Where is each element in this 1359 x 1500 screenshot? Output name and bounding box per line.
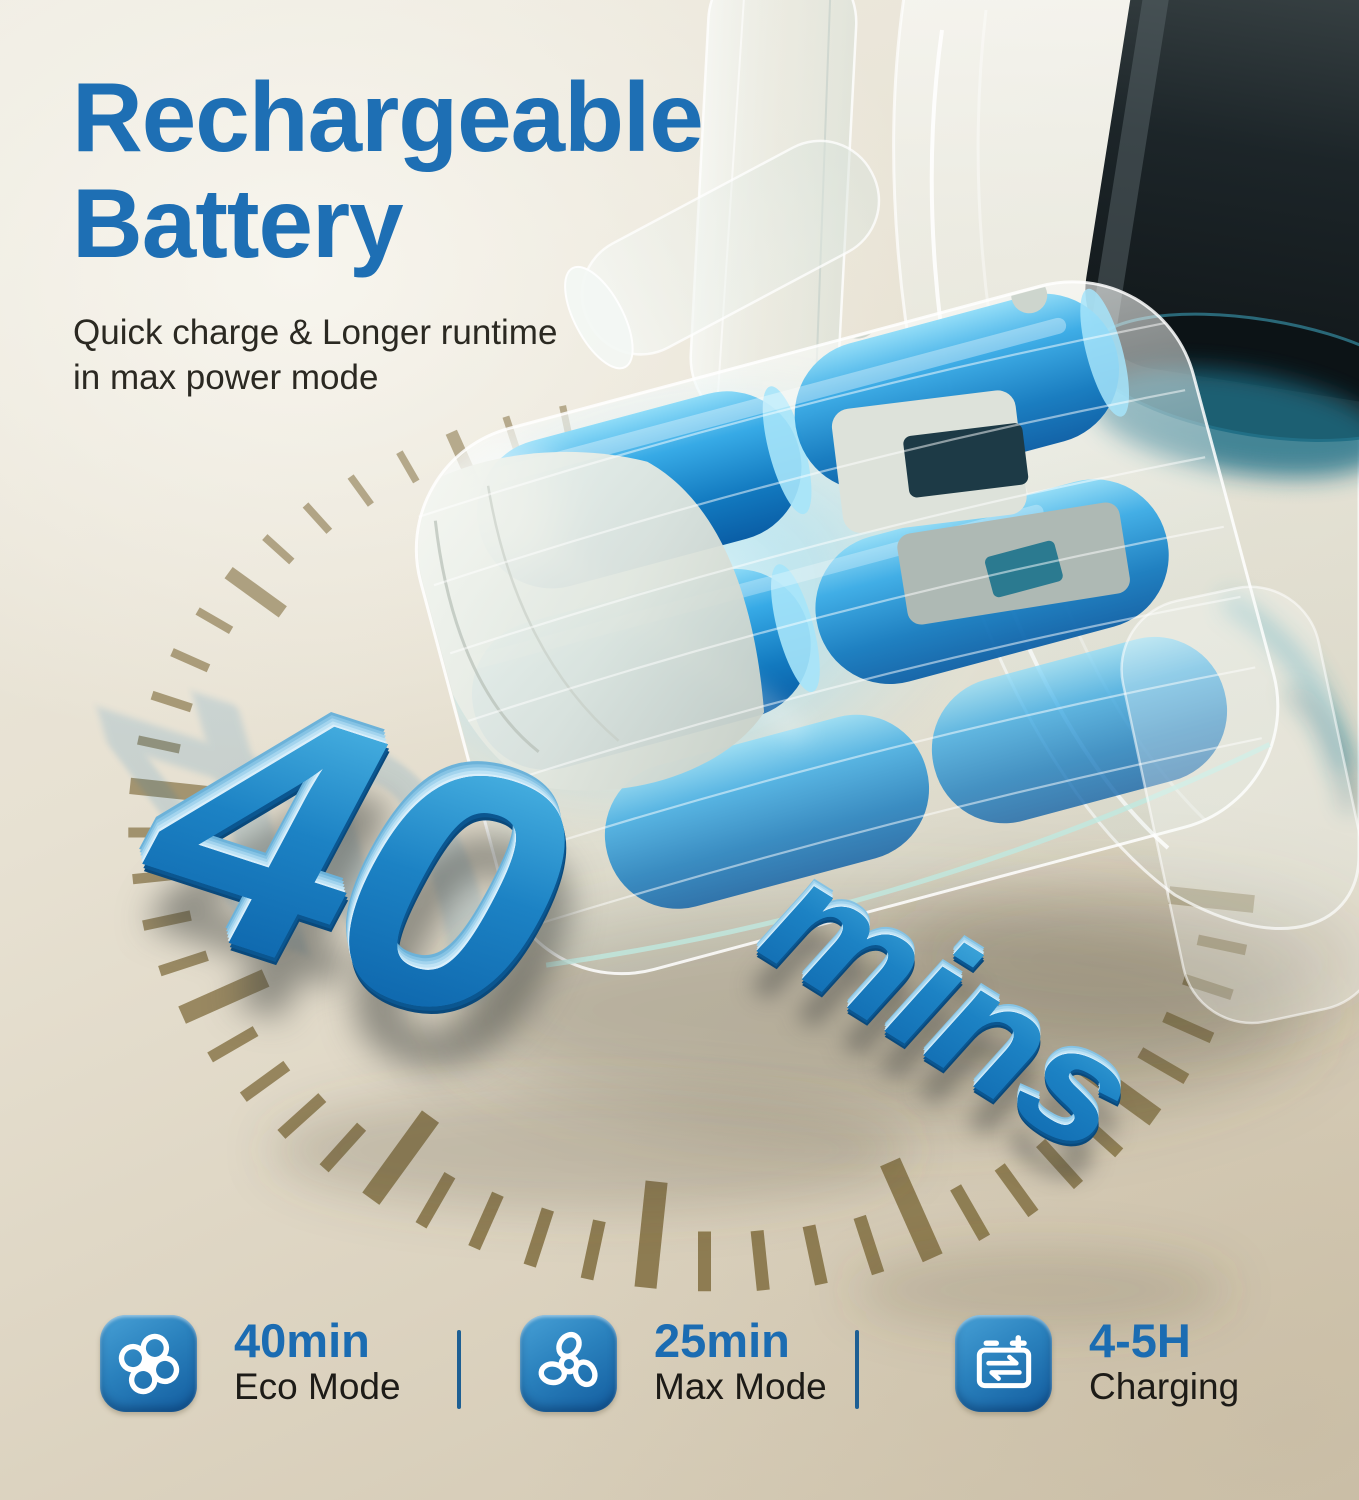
handle-tube: [689, 0, 858, 432]
clock-tick-minor: [502, 415, 520, 449]
page-title: Rechargeable Battery: [72, 62, 704, 278]
clock-tick-minor: [415, 1172, 456, 1229]
runtime-unit-3d: mins mins: [723, 832, 1238, 1262]
feature-value: 40min: [234, 1314, 370, 1367]
battery-charging-icon: [955, 1315, 1052, 1412]
feature-label: Charging: [1089, 1366, 1240, 1407]
runtime-value-3d: 40 40 40: [55, 577, 770, 1130]
feature-eco-mode: 40min Eco Mode: [100, 1315, 401, 1412]
clock-tick-major: [634, 1180, 668, 1289]
clock-tick-minor: [396, 450, 420, 484]
feature-label: Max Mode: [654, 1366, 827, 1407]
clock-tick-minor: [950, 1184, 991, 1241]
clock-tick-minor: [347, 474, 374, 507]
feature-label: Eco Mode: [234, 1366, 401, 1407]
runtime-3d-text: 40 40 40 mins mins: [55, 577, 1179, 1179]
clock-tick-minor: [750, 1230, 770, 1291]
clock-tick-minor: [1196, 934, 1248, 956]
fan-4blade-icon: [100, 1315, 197, 1412]
clock-tick-minor: [207, 1026, 259, 1063]
clock-tick-minor: [580, 1219, 606, 1281]
motor-cylinder: [1085, 0, 1359, 478]
clock-tick-major: [362, 1110, 440, 1205]
clock-tick-major: [1168, 886, 1255, 913]
feature-value: 25min: [654, 1314, 790, 1367]
glass-bracket: [1120, 585, 1359, 1025]
clock-tick-minor: [239, 1060, 291, 1102]
clock-tick-minor: [1182, 973, 1234, 1001]
feature-divider: [457, 1330, 461, 1409]
clock-tick-minor: [468, 1191, 504, 1251]
clock-tick-minor: [277, 1093, 327, 1139]
clock-tick-major: [445, 429, 482, 489]
feature-value: 4-5H: [1089, 1314, 1191, 1367]
feature-max-mode: 25min Max Mode: [520, 1315, 827, 1412]
feature-divider: [855, 1330, 859, 1409]
feature-charging: 4-5H Charging: [955, 1315, 1239, 1412]
clock-tick-minor: [559, 405, 573, 439]
clock-tick-minor: [802, 1224, 828, 1286]
connector-parts: [831, 277, 1130, 625]
page-subtitle: Quick charge & Longer runtime in max pow…: [73, 313, 558, 397]
fan-3blade-icon: [520, 1315, 617, 1412]
runtime-unit: mins: [720, 832, 1181, 1182]
clock-tick-minor: [262, 534, 295, 565]
clock-tick-minor: [523, 1207, 554, 1268]
clock-tick-minor: [319, 1122, 367, 1173]
clock-tick-major: [880, 1157, 943, 1263]
clock-tick-major: [224, 566, 287, 618]
clock-tick-minor: [302, 502, 333, 534]
clock-tick-minor: [853, 1214, 885, 1276]
